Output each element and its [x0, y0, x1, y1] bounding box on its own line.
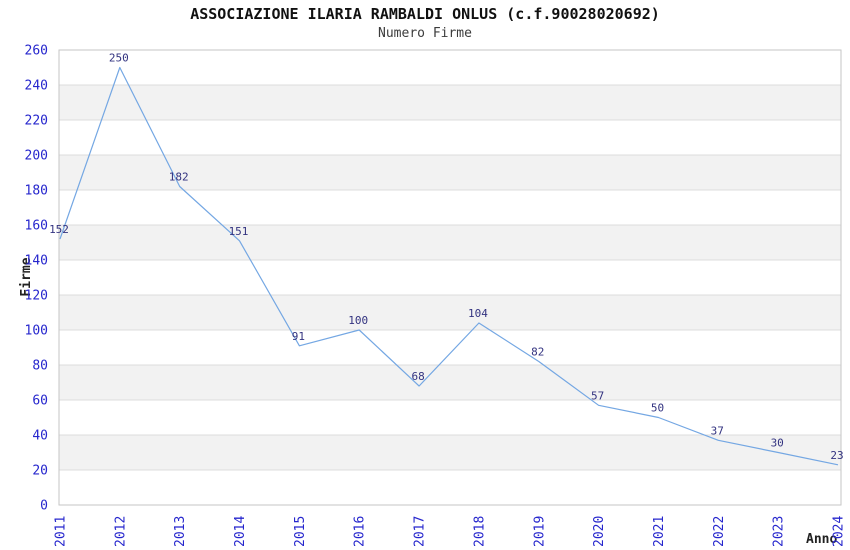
y-tick-label: 140	[25, 254, 48, 269]
y-tick-label: 260	[25, 44, 48, 59]
x-tick-label: 2014	[233, 516, 248, 547]
y-tick-label: 160	[25, 219, 48, 234]
x-tick-label: 2020	[592, 516, 607, 547]
point-value-label: 250	[109, 52, 129, 65]
point-value-label: 91	[292, 330, 305, 343]
x-tick-label: 2017	[413, 516, 428, 547]
y-tick-label: 40	[32, 429, 48, 444]
y-tick-label: 80	[32, 359, 48, 374]
plot-band	[59, 225, 841, 260]
point-value-label: 182	[169, 171, 189, 184]
x-tick-label: 2015	[293, 516, 308, 547]
y-tick-label: 200	[25, 149, 48, 164]
x-tick-label: 2016	[353, 516, 368, 547]
point-value-label: 57	[591, 389, 604, 402]
y-tick-label: 240	[25, 79, 48, 94]
point-value-label: 23	[830, 449, 843, 462]
y-tick-label: 220	[25, 114, 48, 129]
point-value-label: 30	[771, 437, 784, 450]
plot-band	[59, 365, 841, 400]
y-tick-label: 120	[25, 289, 48, 304]
point-value-label: 104	[468, 307, 488, 320]
x-axis-title: Anno	[806, 532, 838, 547]
x-tick-label: 2022	[712, 516, 727, 547]
point-value-label: 82	[531, 346, 544, 359]
point-value-label: 151	[229, 225, 249, 238]
plot-band	[59, 435, 841, 470]
y-tick-label: 180	[25, 184, 48, 199]
x-tick-label: 2023	[772, 516, 787, 547]
point-value-label: 100	[348, 314, 368, 327]
x-tick-label: 2012	[113, 516, 128, 547]
plot-border	[58, 49, 842, 506]
point-value-label: 68	[411, 370, 424, 383]
y-tick-label: 60	[32, 394, 48, 409]
y-tick-label: 100	[25, 324, 48, 339]
plot-band	[59, 155, 841, 190]
y-tick-label: 0	[40, 499, 48, 514]
point-value-label: 50	[651, 402, 664, 415]
y-tick-label: 20	[32, 464, 48, 479]
point-value-label: 37	[711, 424, 724, 437]
plot-band	[59, 85, 841, 120]
x-tick-label: 2013	[173, 516, 188, 547]
x-tick-label: 2021	[652, 516, 667, 547]
plot-band	[59, 295, 841, 330]
point-value-label: 152	[49, 223, 69, 236]
series-line	[59, 66, 839, 466]
chart-subtitle: Numero Firme	[378, 26, 472, 41]
chart-title: ASSOCIAZIONE ILARIA RAMBALDI ONLUS (c.f.…	[190, 5, 660, 23]
x-tick-label: 2018	[472, 516, 487, 547]
x-tick-label: 2019	[532, 516, 547, 547]
x-tick-label: 2024	[832, 516, 847, 547]
x-tick-label: 2011	[54, 516, 69, 547]
